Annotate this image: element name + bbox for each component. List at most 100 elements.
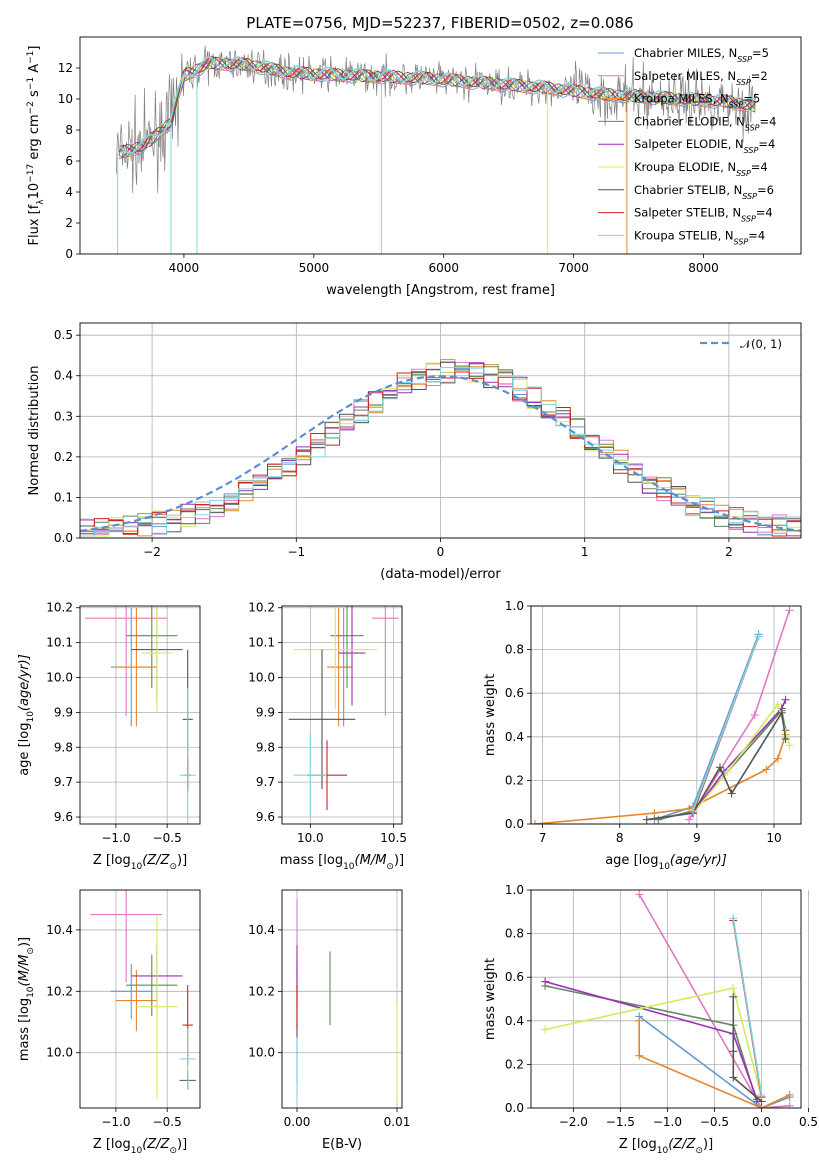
residual-distribution-marks [80, 359, 801, 537]
mass-weight-line [638, 894, 790, 1108]
mass-weight-line [638, 1015, 790, 1108]
legend-entry-sub: SSP [734, 237, 749, 246]
y-axis-label-part: −1 [26, 77, 36, 90]
x-tick-label: 9 [693, 831, 701, 845]
y-tick-label: 9.9 [256, 705, 275, 719]
mass-weight-line [732, 918, 763, 1096]
legend-entry-tail: =4 [756, 206, 773, 220]
legend-entry-sub: SSP [736, 169, 751, 178]
y-axis-label-part: 10 [26, 711, 36, 723]
y-axis-label-part: 10 [26, 986, 36, 998]
x-tick-label: 0.5 [799, 1115, 818, 1129]
x-axis-label-part: (Z/Z [142, 853, 170, 868]
x-tick-label: 10 [766, 831, 781, 845]
mass-weight-line [658, 708, 787, 821]
x-axis-label-part: (Z/Z [668, 1137, 696, 1152]
y-axis-label-part: A [27, 64, 42, 77]
age-vs-metallicity-axes: −1.0 −0.59.69.79.89.910.010.110.2Z [log10… [17, 601, 201, 872]
x-axis-label-part: age [log [605, 853, 658, 868]
x-axis-label: (data-model)/error [380, 567, 501, 582]
y-tick-label: 0.1 [54, 490, 73, 504]
y-tick-label: 6 [65, 154, 73, 168]
x-axis-label-part: ⊙ [169, 1146, 177, 1156]
legend-entry-main: Kroupa MILES, N [634, 92, 729, 106]
spectrum-axes: 4000 5000 6000 7000 8000 0 2 4 6 8 10 12 wavelength … [26, 36, 802, 298]
y-tick-label: 0.0 [505, 817, 524, 831]
x-tick-label: 0.00 [284, 1115, 311, 1129]
x-tick-label: 7000 [558, 261, 589, 275]
legend-entry-tail: =6 [757, 183, 774, 197]
x-axis-label-part: )] [703, 1137, 713, 1152]
age-vs-mass-axes: 10.0 10.5 9.6 9.7 9.8 9.9 10.0 10.1 10.2 mass [lo… [248, 601, 407, 872]
mass-vs-extinction-marks [296, 899, 398, 1102]
mass-weight-vs-metallicity-axes: −2.0 −1.5 −1.0 −0.5 0.0 0.5 0.0 0.2 0.4 0.6 0.8 1.0… [483, 883, 818, 1156]
y-tick-label: 4 [65, 185, 73, 199]
legend-entry-sub: SSP [744, 146, 759, 155]
normal-reference-line [80, 375, 801, 532]
spectrum-marks [116, 45, 756, 254]
x-axis-label-part: ⊙ [695, 1146, 703, 1156]
axes-frame [281, 889, 403, 1109]
y-tick-label: 0.2 [505, 1057, 524, 1071]
x-axis-label-part: ⊙ [169, 862, 177, 872]
y-tick-label: 10.2 [46, 601, 73, 615]
legend-entry-main: Salpeter MILES, N [634, 69, 736, 83]
y-tick-label: 0.4 [505, 730, 524, 744]
age-vs-mass-marks [288, 606, 399, 818]
x-axis-label: E(B-V) [322, 1137, 362, 1152]
y-tick-label: 0.4 [505, 1014, 524, 1028]
y-tick-label: 10.1 [46, 636, 73, 650]
x-axis-label: age [log10(age/yr)] [605, 853, 727, 872]
legend-entry: Salpeter MILES, NSSP=2 [634, 69, 768, 87]
y-tick-label: 9.7 [54, 775, 73, 789]
mass-weight-line [534, 734, 787, 824]
x-tick-label: −0.5 [700, 1115, 729, 1129]
legend-entry: Salpeter STELIB, NSSP=4 [634, 206, 773, 224]
mass-weight-line [646, 710, 787, 821]
y-tick-label: 0.2 [505, 773, 524, 787]
y-axis-label: mass weight [483, 958, 498, 1040]
y-tick-label: 10.2 [46, 984, 73, 998]
histogram-line [80, 366, 801, 537]
spectrum-model-line [118, 58, 756, 156]
y-tick-label: 10 [58, 92, 73, 106]
mass-vs-metallicity-axes: −1.0 −0.510.010.210.4Z [log10(Z/Z⊙)]mass … [17, 889, 201, 1156]
axes-frame [79, 889, 201, 1109]
axes-frame [281, 605, 403, 825]
legend-entry: 𝒩(0, 1) [740, 337, 782, 351]
y-tick-label: 0.0 [505, 1101, 524, 1115]
legend-entry-tail: =4 [751, 160, 768, 174]
y-axis-label: Normed distribution [27, 366, 42, 496]
y-axis-label: mass [log10(M/M⊙)] [17, 937, 36, 1061]
x-tick-label: −1 [287, 545, 305, 559]
y-axis-label-part: −2 [26, 101, 36, 114]
y-tick-label: 12 [58, 61, 73, 75]
x-axis-label-part: 10 [658, 862, 670, 872]
y-tick-label: 0.3 [54, 409, 73, 423]
x-axis-label-part: 10 [131, 1146, 143, 1156]
histogram-line [80, 362, 801, 537]
y-axis-label-part: Flux [f [27, 204, 42, 245]
y-axis-label-part: age [log [17, 723, 32, 776]
y-tick-label: 10.0 [46, 1046, 73, 1060]
y-tick-label: 10.4 [46, 923, 73, 937]
legend-entry-tail: =4 [760, 114, 777, 128]
legend-entry-main: Chabrier ELODIE, N [634, 114, 745, 128]
y-axis-label-part: )] [17, 937, 32, 947]
x-tick-label: 2 [725, 545, 733, 559]
y-tick-label: 10.2 [248, 984, 275, 998]
mass-weight-vs-metallicity-marks [541, 890, 794, 1108]
x-tick-label: 8 [616, 831, 624, 845]
x-tick-label: 6000 [428, 261, 459, 275]
y-axis-label: mass weight [483, 674, 498, 756]
mass-weight-line [692, 636, 760, 812]
y-tick-label: 10.4 [248, 923, 275, 937]
legend-entry: Salpeter ELODIE, NSSP=4 [634, 137, 775, 155]
y-axis-label-part: −17 [26, 164, 36, 183]
y-tick-label: 1.0 [505, 883, 524, 897]
y-tick-label: 2 [65, 216, 73, 230]
y-axis-label-part: λ [36, 199, 46, 205]
x-tick-label: 7 [539, 831, 547, 845]
y-axis-label-part: 10 [27, 183, 42, 200]
y-tick-label: 0.4 [54, 369, 73, 383]
